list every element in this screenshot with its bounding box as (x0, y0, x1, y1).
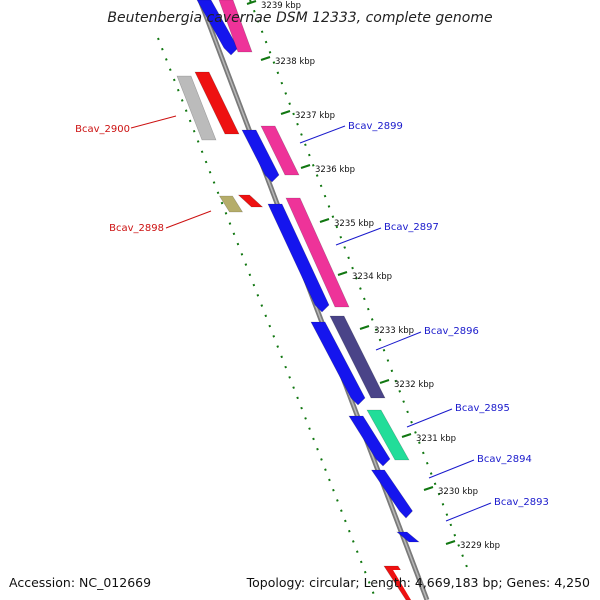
gene-feature (396, 531, 420, 543)
kbp-tick (401, 433, 412, 438)
gene-label: Bcav_2899 (348, 121, 403, 132)
kbp-label: 3234 kbp (352, 272, 392, 282)
gene-label: Bcav_2894 (477, 454, 532, 465)
gene-feature (329, 315, 386, 399)
gene-feature (218, 195, 244, 213)
kbp-tick (445, 540, 456, 545)
gene-leader-line (299, 125, 346, 144)
gene-feature (176, 75, 217, 141)
gene-feature (241, 129, 280, 183)
gene-feature (194, 71, 240, 135)
gene-label: Bcav_2895 (455, 403, 510, 414)
gene-feature (285, 197, 350, 308)
gene-label: Bcav_2893 (494, 497, 549, 508)
gene-leader-line (335, 227, 382, 246)
gene-label: Bcav_2900 (75, 124, 130, 135)
kbp-label: 3238 kbp (275, 57, 315, 67)
kbp-tick (300, 164, 311, 169)
kbp-tick (260, 56, 271, 61)
gene-feature (196, 0, 239, 56)
kbp-label: 3233 kbp (374, 326, 414, 336)
gene-label: Bcav_2897 (384, 222, 439, 233)
genome-summary-text: Topology: circular; Length: 4,669,183 bp… (246, 575, 590, 590)
kbp-tick (246, 0, 257, 5)
gene-feature (366, 409, 410, 461)
gene-feature (260, 125, 300, 176)
gene-feature (370, 469, 413, 519)
gene-leader-line (165, 210, 212, 229)
right-dotted-track (249, 0, 471, 576)
gene-leader-line (445, 502, 492, 522)
gene-feature (267, 203, 330, 313)
kbp-label: 3230 kbp (438, 487, 478, 497)
accession-text: Accession: NC_012669 (9, 575, 152, 590)
gene-feature (310, 321, 366, 406)
kbp-tick (379, 379, 390, 384)
kbp-tick (319, 218, 330, 223)
gene-leader-line (428, 459, 475, 479)
gene-label: Bcav_2896 (424, 326, 479, 337)
gene-leader-line (406, 408, 453, 428)
kbp-tick (280, 110, 291, 115)
kbp-label: 3239 kbp (261, 1, 301, 11)
kbp-label: 3236 kbp (315, 165, 355, 175)
kbp-tick (359, 325, 370, 330)
left-dotted-track (157, 37, 377, 600)
gene-feature (218, 0, 253, 53)
kbp-tick (423, 486, 434, 491)
kbp-label: 3235 kbp (334, 219, 374, 229)
map-title: Beutenbergia cavernae DSM 12333, complet… (107, 10, 493, 26)
gene-leader-line (130, 115, 177, 129)
kbp-label: 3237 kbp (295, 111, 335, 121)
kbp-tick (337, 271, 348, 276)
kbp-label: 3231 kbp (416, 434, 456, 444)
gene-feature (237, 194, 264, 208)
gene-feature (348, 415, 391, 467)
kbp-label: 3229 kbp (460, 541, 500, 551)
gene-feature (393, 570, 421, 600)
gene-label: Bcav_2898 (109, 223, 164, 234)
kbp-label: 3232 kbp (394, 380, 434, 390)
gene-leader-line (375, 331, 422, 351)
